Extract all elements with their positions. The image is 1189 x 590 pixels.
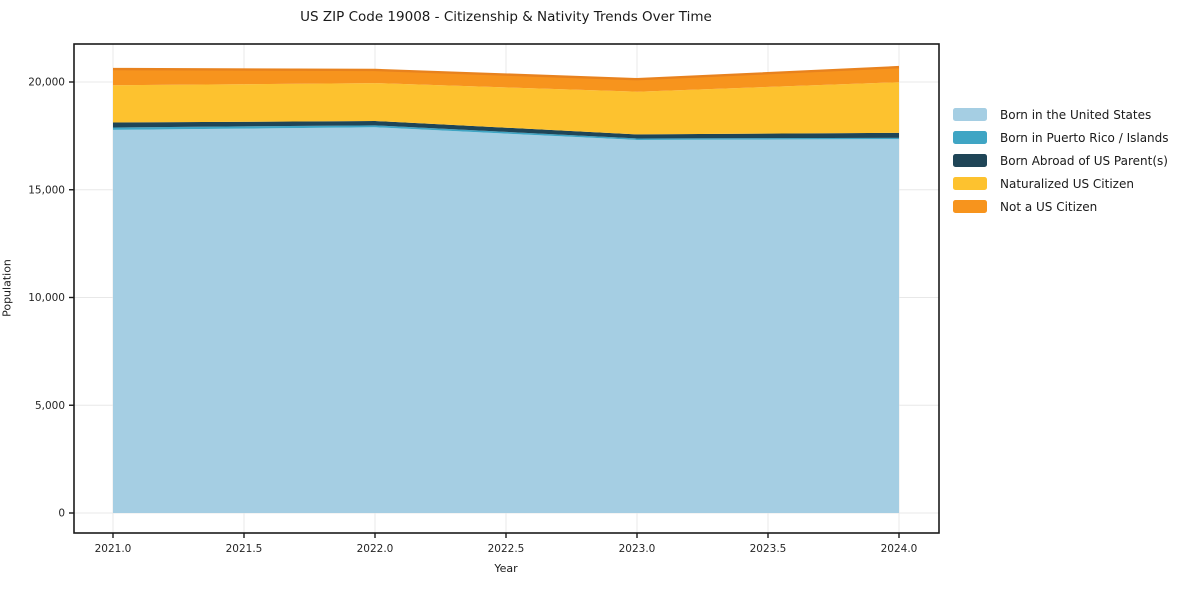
legend-swatch bbox=[953, 131, 987, 144]
x-tick-label: 2022.0 bbox=[357, 543, 394, 555]
chart-title: US ZIP Code 19008 - Citizenship & Nativi… bbox=[300, 9, 712, 25]
legend-item-naturalized-us-citizen: Naturalized US Citizen bbox=[953, 172, 1169, 195]
x-tick-label: 2023.0 bbox=[619, 543, 656, 555]
legend-item-born-in-puerto-rico-islands: Born in Puerto Rico / Islands bbox=[953, 126, 1169, 149]
legend-item-born-in-the-united-states: Born in the United States bbox=[953, 103, 1169, 126]
legend-label: Naturalized US Citizen bbox=[1000, 176, 1134, 191]
legend-item-not-a-us-citizen: Not a US Citizen bbox=[953, 195, 1169, 218]
x-axis-label: Year bbox=[494, 562, 518, 575]
legend-item-born-abroad-of-us-parent-s: Born Abroad of US Parent(s) bbox=[953, 149, 1169, 172]
y-axis-label: Population bbox=[0, 259, 14, 317]
legend-swatch bbox=[953, 177, 987, 190]
legend-label: Not a US Citizen bbox=[1000, 199, 1098, 214]
stack-top-edge bbox=[112, 65, 900, 81]
x-tick-label: 2021.0 bbox=[95, 543, 132, 555]
x-tick-label: 2021.5 bbox=[226, 543, 263, 555]
y-tick-label: 10,000 bbox=[28, 292, 65, 304]
area-born-in-the-united-states bbox=[113, 127, 899, 513]
legend-swatch bbox=[953, 200, 987, 213]
area-not-a-us-citizen bbox=[113, 67, 899, 92]
y-tick-label: 0 bbox=[58, 508, 65, 520]
y-tick-label: 15,000 bbox=[28, 184, 65, 196]
legend-label: Born Abroad of US Parent(s) bbox=[1000, 153, 1168, 168]
x-tick-label: 2023.5 bbox=[750, 543, 787, 555]
x-tick-label: 2024.0 bbox=[881, 543, 918, 555]
x-tick-label: 2022.5 bbox=[488, 543, 525, 555]
legend-swatch bbox=[953, 154, 987, 167]
area-born-in-puerto-rico-islands bbox=[113, 125, 899, 140]
legend-label: Born in Puerto Rico / Islands bbox=[1000, 130, 1169, 145]
area-naturalized-us-citizen bbox=[113, 82, 899, 135]
y-tick-label: 5,000 bbox=[35, 400, 65, 412]
legend-swatch bbox=[953, 108, 987, 121]
legend-label: Born in the United States bbox=[1000, 107, 1152, 122]
y-tick-label: 20,000 bbox=[28, 77, 65, 89]
area-born-abroad-of-us-parent-s bbox=[113, 121, 899, 139]
legend: Born in the United States Born in Puerto … bbox=[953, 103, 1169, 218]
